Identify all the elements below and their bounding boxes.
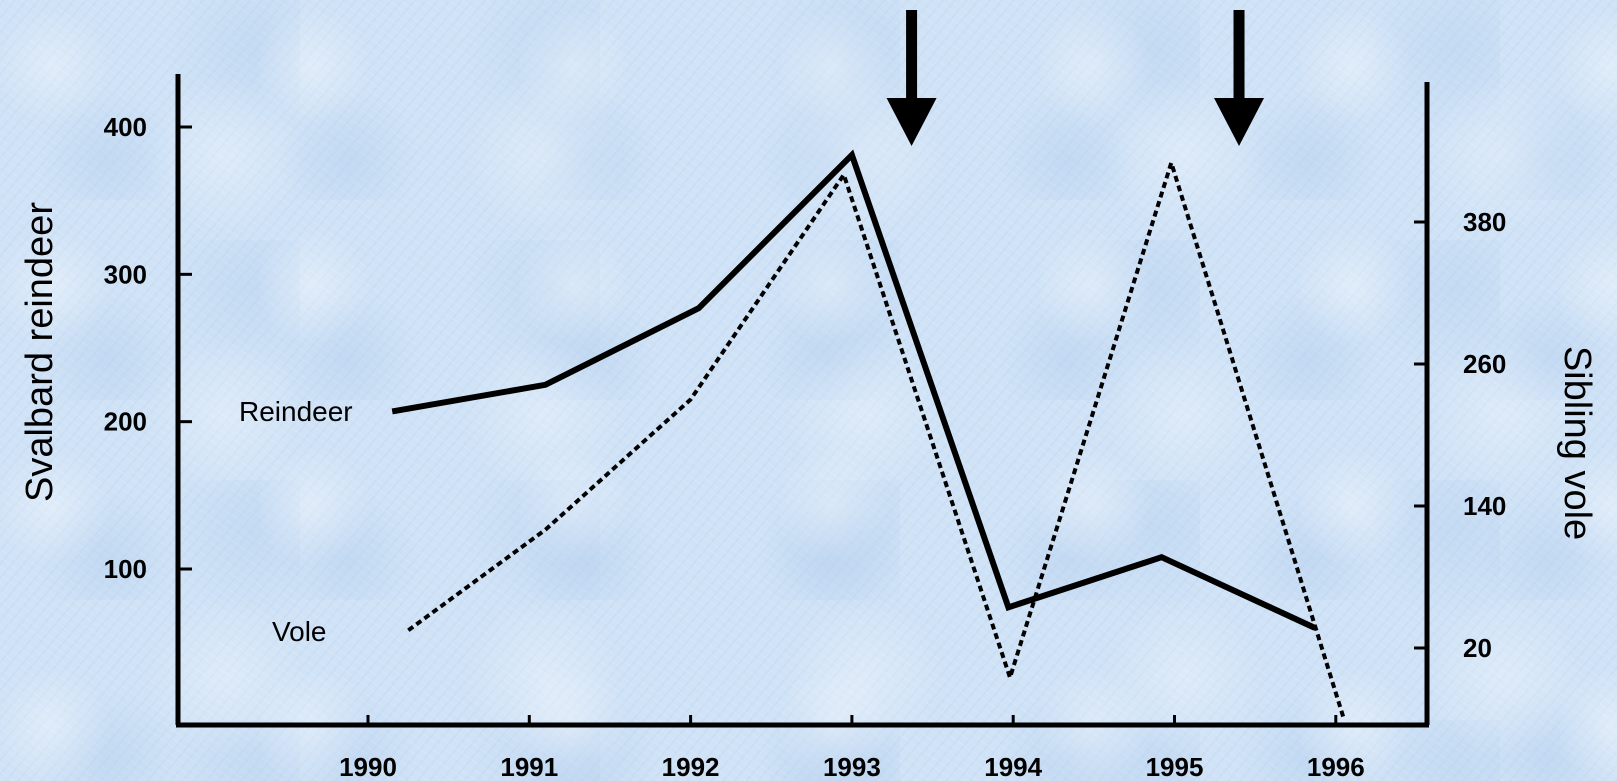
down-arrow-icon-2 — [1214, 10, 1265, 146]
left-y-tick-label-200: 200 — [104, 407, 147, 437]
series-group — [391, 149, 1346, 720]
series-label-vole: Vole — [272, 616, 327, 647]
right-y-tick-label-260: 260 — [1463, 349, 1506, 379]
x-tick-label-1994: 1994 — [984, 752, 1042, 781]
left-y-tick-label-400: 400 — [104, 112, 147, 142]
left-y-tick-label-300: 300 — [104, 259, 147, 289]
series-line-vole — [407, 156, 1346, 720]
axes — [175, 74, 1430, 728]
x-tick-label-1992: 1992 — [662, 752, 720, 781]
x-tick-label-1995: 1995 — [1146, 752, 1204, 781]
tick-labels: 1990 1991 1992 1993 1994 1995 1996 100 200 300 400… — [104, 112, 1507, 781]
x-tick-label-1996: 1996 — [1307, 752, 1365, 781]
left-axis-title: Svalbard reindeer — [19, 202, 61, 502]
x-tick-label-1991: 1991 — [500, 752, 558, 781]
annotations — [886, 10, 1265, 146]
tick-marks — [178, 125, 1427, 725]
right-y-tick-label-20: 20 — [1463, 633, 1492, 663]
x-tick-label-1990: 1990 — [339, 752, 397, 781]
right-axis-title: Sibling vole — [1556, 346, 1598, 540]
left-y-tick-label-100: 100 — [104, 554, 147, 584]
right-y-tick-label-140: 140 — [1463, 491, 1506, 521]
series-label-reindeer: Reindeer — [239, 396, 353, 427]
x-tick-label-1993: 1993 — [823, 752, 881, 781]
series-line-reindeer — [391, 149, 1317, 631]
right-y-tick-label-380: 380 — [1463, 207, 1506, 237]
down-arrow-icon-1 — [886, 10, 937, 146]
